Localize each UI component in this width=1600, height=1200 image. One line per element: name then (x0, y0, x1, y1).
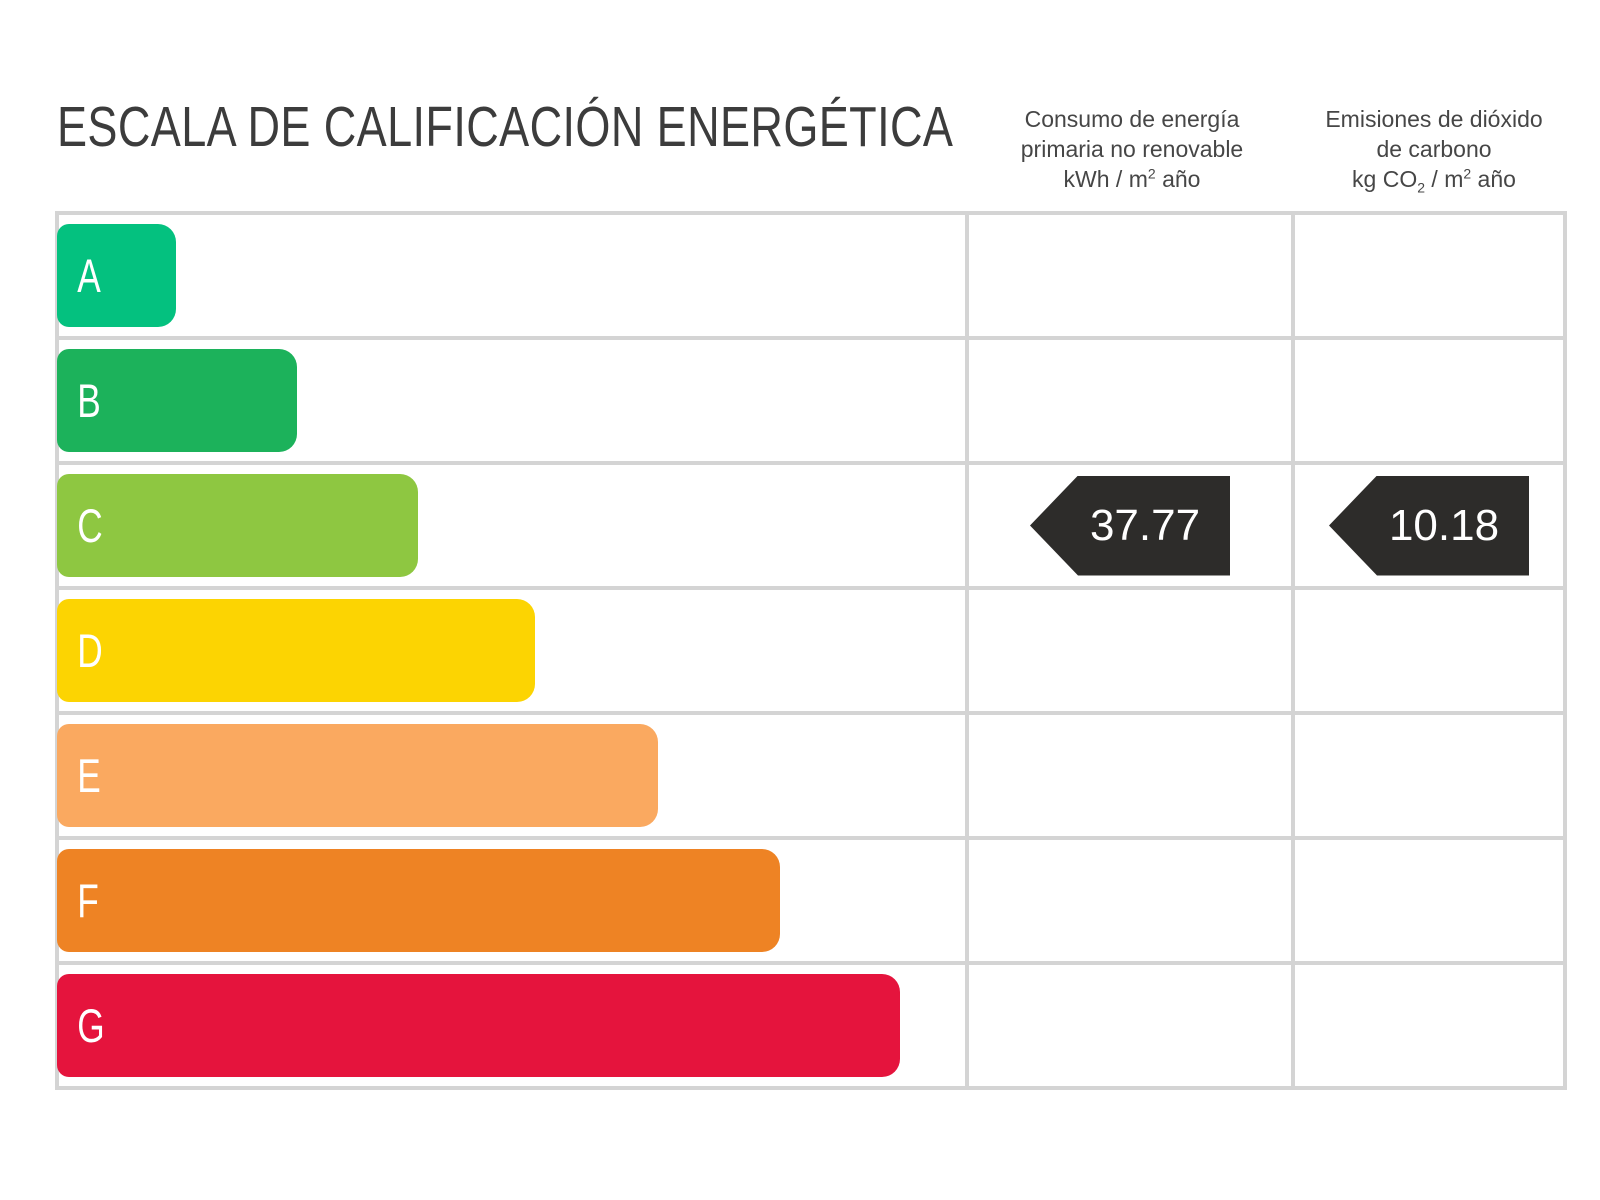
rating-letter-d: D (77, 624, 103, 677)
consumo-cell-f (969, 840, 1291, 961)
rating-bar-f: F (57, 849, 780, 952)
consumo-cell-a (969, 215, 1291, 336)
rating-bar-g: G (57, 974, 900, 1077)
rating-row-f: F (57, 840, 965, 961)
consumo-cell-e (969, 715, 1291, 836)
emisiones-cell-c: 10.18 (1295, 465, 1563, 586)
rating-row-b: B (57, 340, 965, 461)
emisiones-header-line1: Emisiones de dióxido (1325, 106, 1543, 132)
rating-letter-a: A (77, 249, 101, 302)
emisiones-header-unit: kg CO2 / m2 año (1352, 165, 1516, 196)
column-header-consumo: Consumo de energía primaria no renovable… (972, 104, 1292, 194)
rating-bar-a: A (57, 224, 176, 327)
column-header-emisiones: Emisiones de dióxido de carbono kg CO2 /… (1274, 104, 1594, 196)
consumo-cell-d (969, 590, 1291, 711)
emisiones-cell-b (1295, 340, 1563, 461)
rating-bar-e: E (57, 724, 658, 827)
emisiones-cell-a (1295, 215, 1563, 336)
rating-letter-e: E (77, 749, 101, 802)
rating-bar-c: C (57, 474, 418, 577)
page-title: ESCALA DE CALIFICACIÓN ENERGÉTICA (57, 95, 954, 159)
rating-row-d: D (57, 590, 965, 711)
rating-letter-c: C (77, 499, 103, 552)
rating-row-g: G (57, 965, 965, 1086)
rating-bar-d: D (57, 599, 535, 702)
consumo-cell-g (969, 965, 1291, 1086)
emisiones-cell-d (1295, 590, 1563, 711)
consumo-cell-c: 37.77 (969, 465, 1291, 586)
rating-row-a: A (57, 215, 965, 336)
emisiones-cell-e (1295, 715, 1563, 836)
rating-letter-g: G (77, 999, 105, 1052)
emisiones-cell-g (1295, 965, 1563, 1086)
consumo-value-badge: 37.77 (1030, 475, 1230, 576)
rating-bar-b: B (57, 349, 297, 452)
consumo-header-unit: kWh / m2 año (1063, 165, 1201, 192)
rating-row-e: E (57, 715, 965, 836)
consumo-header-line1: Consumo de energía (1024, 106, 1240, 132)
emisiones-header-line2: de carbono (1376, 136, 1492, 162)
emisiones-value: 10.18 (1388, 500, 1500, 550)
consumo-value: 37.77 (1089, 500, 1201, 550)
rating-letter-b: B (77, 374, 101, 427)
rating-row-c: C (57, 465, 965, 586)
consumo-header-line2: primaria no renovable (1020, 136, 1244, 162)
emisiones-value-badge: 10.18 (1329, 475, 1529, 576)
rating-letter-f: F (77, 874, 99, 927)
rating-table: A B C 37.77 10.18 (55, 211, 1567, 1090)
emisiones-cell-f (1295, 840, 1563, 961)
consumo-cell-b (969, 340, 1291, 461)
